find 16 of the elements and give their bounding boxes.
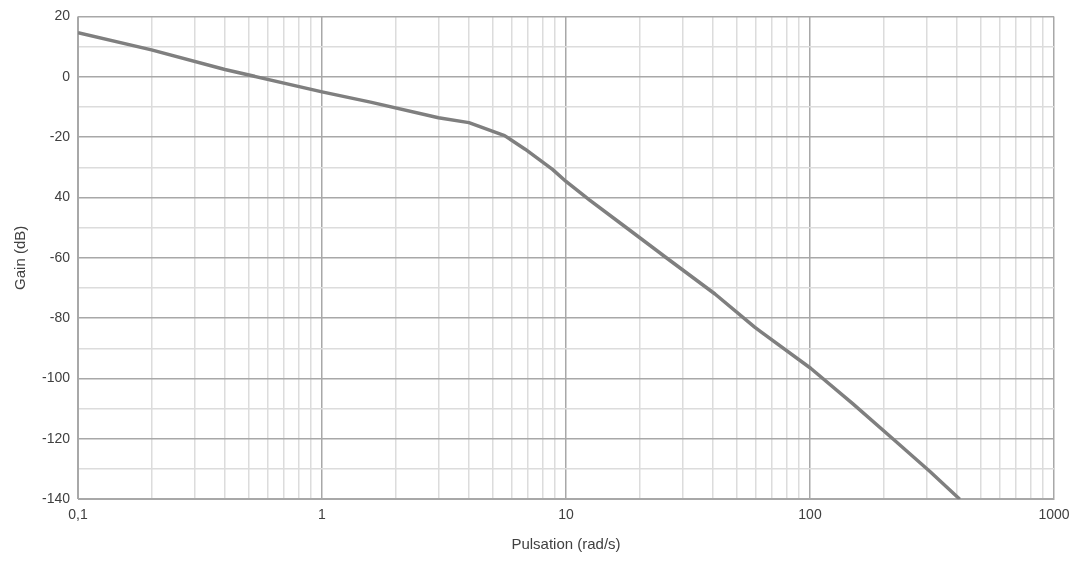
x-tick-label: 1 xyxy=(318,506,327,523)
y-tick-label: -120 xyxy=(41,429,71,446)
x-tick-label: 100 xyxy=(798,506,822,523)
y-tick-label: -80 xyxy=(49,309,71,326)
y-tick-label: -100 xyxy=(41,369,71,386)
y-tick-label: 40 xyxy=(54,188,71,205)
y-tick-label: -140 xyxy=(41,490,71,507)
y-tick-label: 0 xyxy=(62,67,71,84)
y-tick-label: 20 xyxy=(54,7,71,24)
y-axis-title: Gain (dB) xyxy=(11,225,29,290)
x-axis-title: Pulsation (rad/s) xyxy=(511,535,621,553)
x-tick-label: 1000 xyxy=(1038,506,1070,523)
x-tick-label: 0,1 xyxy=(68,506,88,523)
x-tick-label: 10 xyxy=(558,506,575,523)
y-tick-label: -20 xyxy=(49,127,71,144)
y-tick-label: -60 xyxy=(49,248,71,265)
